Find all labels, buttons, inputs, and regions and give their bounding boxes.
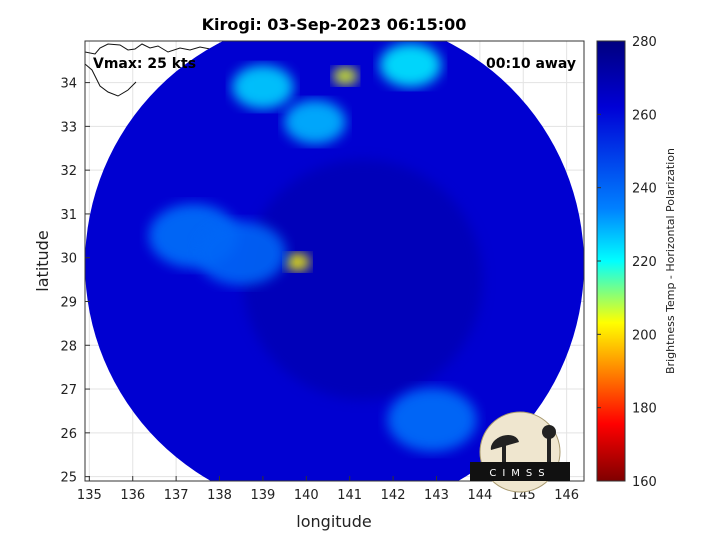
x-tick-label: 137 [164,488,189,503]
y-tick-label: 32 [60,164,77,179]
y-tick-label: 34 [60,77,77,92]
feature-cell-33n [284,99,346,144]
feature-warm-core [285,253,311,272]
x-tick-label: 144 [467,488,492,503]
feature-band-north-west [232,64,294,109]
logo-text: CIMSS [489,468,550,479]
colorbar-tick-label: 280 [632,35,657,50]
y-axis-ticks: 25 26 27 28 29 30 31 32 33 34 [60,77,90,486]
x-axis-ticks: 135 136 137 138 139 140 141 142 143 144 145 146 [77,476,579,503]
feature-band-north-east [379,43,442,88]
x-tick-label: 142 [381,488,406,503]
swath-image [85,41,584,481]
colorbar-tick-label: 200 [632,328,657,343]
plot-frame [84,40,585,482]
chart-title: Kirogi: 03-Sep-2023 06:15:00 [202,15,467,34]
logo-tower-icon [542,425,556,439]
y-tick-label: 30 [60,252,77,267]
cimss-logo: CIMSS [470,411,570,493]
x-tick-label: 136 [120,488,145,503]
logo-dish-icon [490,435,519,450]
x-tick-label: 146 [554,488,579,503]
y-axis-label: latitude [33,230,52,291]
y-tick-label: 27 [60,383,77,398]
time-away-label: 00:10 away [486,56,576,72]
feature-convection-north [332,67,358,86]
logo-banner [470,462,570,481]
x-tick-label: 140 [294,488,319,503]
colorbar-label: Brightness Temp - Horizontal Polarizatio… [664,148,677,374]
feature-west-band-2 [196,221,287,286]
colorbar-tick-label: 160 [632,475,657,490]
x-tick-label: 138 [207,488,232,503]
colorbar-tick-label: 240 [632,182,657,197]
y-tick-label: 31 [60,208,77,223]
vmax-label: Vmax: 25 kts [93,56,196,72]
colorbar-tick-label: 180 [632,402,657,417]
x-tick-label: 139 [250,488,275,503]
colorbar-tick-label: 260 [632,108,657,123]
y-tick-label: 25 [60,471,77,486]
y-tick-label: 26 [60,427,77,442]
feature-south-cell [387,387,477,452]
y-tick-label: 28 [60,339,77,354]
x-tick-label: 141 [337,488,362,503]
x-axis-label: longitude [296,512,371,531]
colorbar [596,40,626,482]
colorbar-tick-label: 220 [632,255,657,270]
y-tick-label: 33 [60,120,77,135]
y-tick-label: 29 [60,295,77,310]
x-tick-label: 135 [77,488,102,503]
colorbar-ticks: 160 180 200 220 240 260 280 [597,35,657,490]
x-tick-label: 143 [424,488,449,503]
